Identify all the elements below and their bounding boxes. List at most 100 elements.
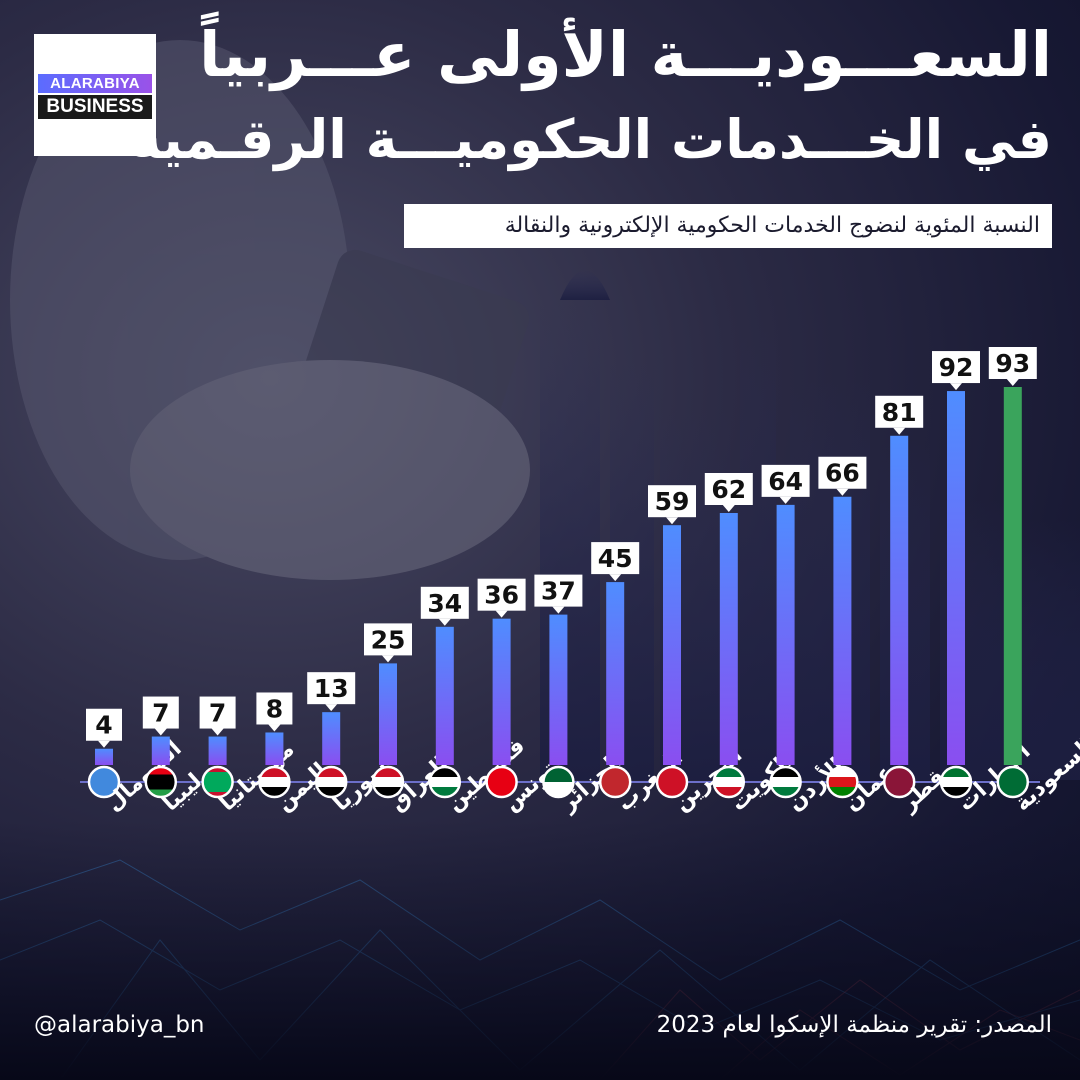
value-label-7: 36	[484, 581, 519, 610]
bar-5	[379, 663, 397, 765]
value-label-0: 4	[95, 711, 112, 740]
iraq-flag-icon	[373, 767, 403, 797]
value-label-pointer-0	[98, 740, 110, 748]
value-label-pointer-4	[325, 704, 338, 712]
value-label-pointer-9	[609, 574, 622, 582]
yemen-flag-icon	[259, 767, 290, 797]
value-label-pointer-12	[779, 496, 792, 504]
flag-ring-15	[939, 765, 973, 799]
flag-ring-9	[598, 765, 632, 799]
value-label-box-1	[142, 696, 179, 729]
value-label-pointer-16	[1006, 379, 1019, 386]
flag-ring-13	[826, 765, 859, 799]
value-label-box-3	[256, 692, 293, 725]
value-label-box-0	[86, 708, 122, 741]
bar-4	[322, 712, 341, 765]
value-label-box-7	[477, 578, 526, 611]
value-label-2: 7	[209, 699, 226, 728]
flag-ring-16	[996, 765, 1030, 799]
value-label-box-5	[364, 623, 412, 656]
bar-14	[890, 435, 909, 765]
value-label-13: 66	[825, 459, 860, 488]
uae-flag-icon	[941, 767, 971, 797]
bar-0	[95, 748, 113, 765]
value-label-box-10	[648, 485, 696, 518]
value-label-box-4	[307, 672, 356, 705]
bar-11	[719, 513, 738, 765]
flag-ring-12	[769, 765, 802, 799]
bar-2	[208, 736, 227, 765]
value-label-5: 25	[371, 625, 406, 654]
oman-flag-icon	[827, 767, 858, 797]
mauritania-flag-icon	[202, 767, 233, 797]
value-label-box-2	[199, 696, 236, 729]
value-label-15: 92	[939, 353, 974, 382]
bar-10	[663, 525, 681, 765]
brand-logo-line1: ALARABIYA	[38, 74, 152, 93]
social-handle: @alarabiya_bn	[34, 1012, 205, 1038]
value-label-pointer-1	[154, 728, 167, 736]
value-label-12: 64	[768, 467, 803, 496]
value-label-1: 7	[152, 699, 169, 728]
palestine-flag-icon	[429, 767, 460, 797]
value-label-box-6	[420, 586, 469, 619]
value-label-pointer-14	[893, 427, 906, 435]
brand-logo-line2: BUSINESS	[38, 95, 152, 119]
source-note: المصدر: تقرير منظمة الإسكوا لعام 2023	[656, 1012, 1052, 1038]
value-label-16: 93	[995, 349, 1030, 378]
value-label-10: 59	[655, 487, 690, 516]
bar-16	[1003, 387, 1022, 765]
bar-6	[435, 626, 454, 765]
value-label-pointer-10	[666, 517, 678, 525]
value-label-6: 34	[427, 589, 462, 618]
value-label-4: 13	[314, 674, 349, 703]
libya-flag-icon	[145, 767, 176, 797]
flag-ring-0	[87, 765, 121, 799]
value-label-pointer-13	[836, 488, 849, 496]
bars-group: 4الصومال7ليبيا7موريتانيا8اليمن13سوريا25ا…	[80, 347, 1080, 817]
flag-ring-4	[314, 765, 348, 799]
algeria-flag-icon	[543, 767, 574, 797]
flag-ring-3	[258, 765, 291, 799]
kuwait-flag-icon	[713, 767, 744, 797]
value-label-pointer-11	[722, 505, 735, 512]
page-subtitle: في الخـــدمات الحكوميـــة الرقـمية	[129, 108, 1052, 171]
value-label-pointer-5	[382, 655, 394, 663]
bar-12	[776, 504, 795, 765]
value-label-3: 8	[266, 694, 283, 723]
value-label-pointer-6	[438, 618, 451, 626]
flag-ring-11	[712, 765, 746, 799]
value-label-11: 62	[711, 475, 746, 504]
bar-7	[492, 618, 511, 765]
value-label-pointer-3	[268, 724, 281, 732]
bar-13	[833, 496, 852, 765]
flag-ring-14	[882, 765, 916, 799]
page-title: السعـــوديـــة الأولى عـــربياً	[199, 18, 1052, 91]
chart-caption: النسبة المئوية لنضوج الخدمات الحكومية ال…	[404, 204, 1052, 248]
value-label-14: 81	[882, 398, 917, 427]
jordan-flag-icon	[770, 767, 801, 797]
value-label-box-11	[704, 473, 753, 505]
value-label-box-8	[534, 574, 583, 607]
value-label-box-9	[591, 542, 640, 575]
value-label-box-15	[932, 351, 980, 384]
syria-flag-icon	[316, 767, 347, 797]
value-label-8: 37	[541, 577, 576, 606]
flag-ring-2	[201, 765, 234, 799]
flag-ring-5	[371, 765, 405, 799]
value-label-pointer-7	[495, 610, 508, 618]
value-label-box-12	[761, 464, 810, 497]
bar-15	[947, 391, 965, 765]
bar-9	[606, 582, 625, 765]
bar-1	[151, 736, 170, 765]
value-label-pointer-8	[552, 606, 565, 614]
bar-3	[265, 732, 284, 765]
flag-ring-8	[542, 765, 575, 799]
value-label-9: 45	[598, 544, 633, 573]
value-label-box-16	[988, 347, 1037, 379]
flag-ring-1	[144, 765, 178, 799]
flag-ring-7	[485, 765, 518, 799]
value-label-box-13	[818, 456, 867, 489]
bar-8	[549, 614, 568, 765]
